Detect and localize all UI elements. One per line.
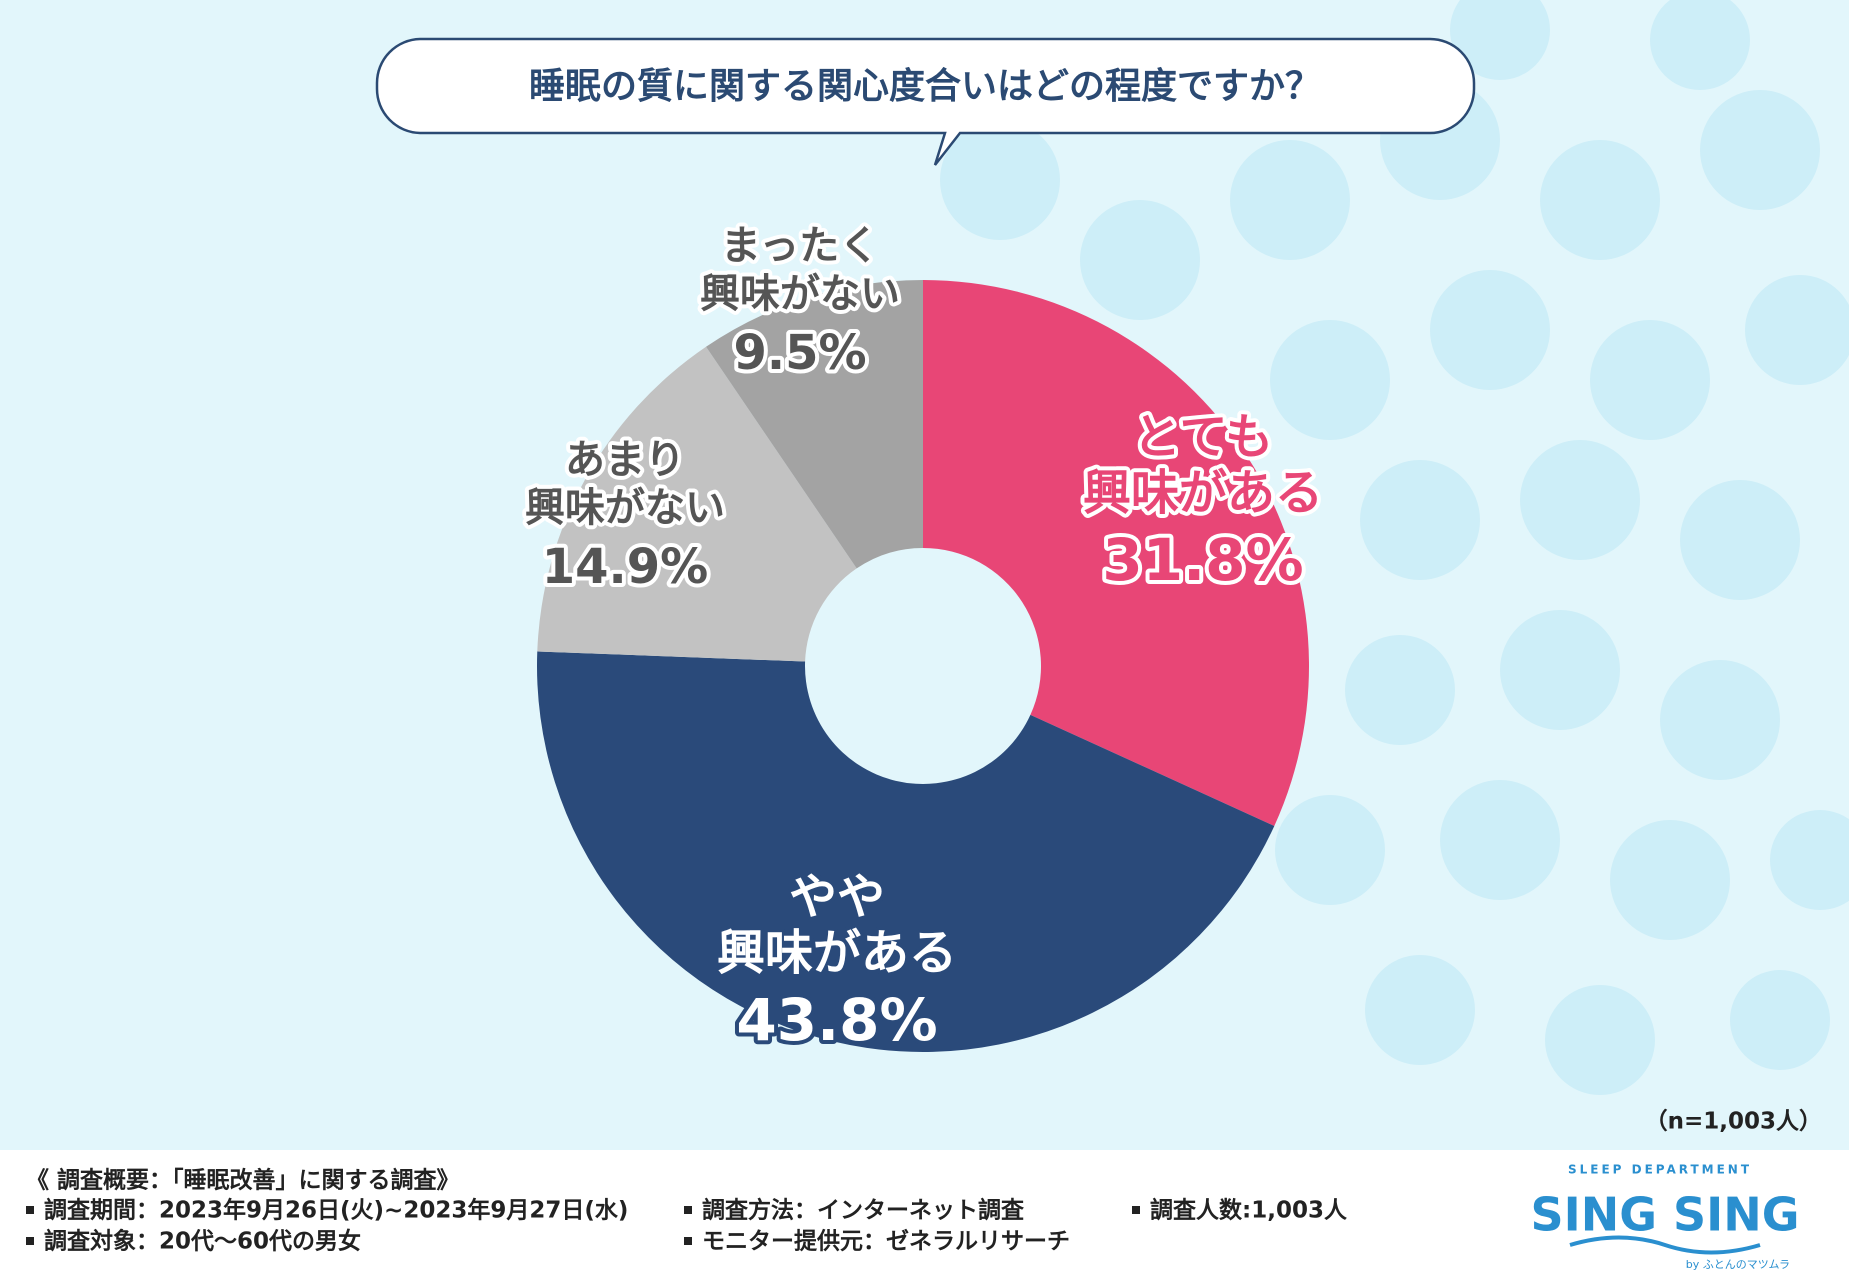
category-label: 興味がある xyxy=(717,925,957,981)
footer-item: 調査人数:1,003人 xyxy=(1150,1197,1348,1224)
dots xyxy=(940,0,1849,1095)
footer-band xyxy=(0,1150,1849,1280)
value-label: 31.8% xyxy=(1102,526,1303,594)
donut-slice xyxy=(537,346,857,662)
footer-item: 調査期間：2023年9月26日(火)~2023年9月27日(水) xyxy=(44,1197,628,1224)
donut-slice xyxy=(537,651,1275,1052)
chart-title: 睡眠の質に関する関心度合いはどの程度ですか？ xyxy=(529,66,1321,107)
logo-by: by ふとんのマツムラ xyxy=(1686,1258,1790,1271)
category-label: やや xyxy=(789,869,885,925)
bullet xyxy=(26,1237,34,1245)
title-bubble xyxy=(375,37,1476,166)
category-label: 興味がない xyxy=(700,271,900,317)
footer-item: 調査対象：20代～60代の男女 xyxy=(44,1228,361,1255)
category-label: まったく xyxy=(721,223,879,269)
category-label: 興味がない xyxy=(525,485,725,531)
bullet xyxy=(26,1206,34,1214)
category-label: 興味がある xyxy=(1083,465,1323,521)
value-label: 9.5% xyxy=(733,325,866,381)
donut-slice xyxy=(923,280,1310,826)
bullet xyxy=(1132,1206,1140,1214)
category-label: あまり xyxy=(565,437,685,483)
sample-note: （n=1,003人） xyxy=(1645,1108,1822,1135)
footer-item: 調査方法：インターネット調査 xyxy=(702,1197,1024,1224)
footer-item: モニター提供元：ゼネラルリサーチ xyxy=(702,1228,1070,1255)
logo-tagline: SLEEP DEPARTMENT xyxy=(1568,1163,1752,1177)
footer-heading: 《 調査概要：「睡眠改善」に関する調査》 xyxy=(26,1167,460,1194)
logo-name: SING SING xyxy=(1530,1188,1799,1242)
donut-slice xyxy=(706,280,923,569)
value-label: 14.9% xyxy=(542,539,709,595)
category-label: とても xyxy=(1133,409,1273,465)
value-label: 43.8% xyxy=(736,986,937,1054)
logo-wave xyxy=(1569,1235,1761,1255)
bullet xyxy=(684,1206,692,1214)
bullet xyxy=(684,1237,692,1245)
